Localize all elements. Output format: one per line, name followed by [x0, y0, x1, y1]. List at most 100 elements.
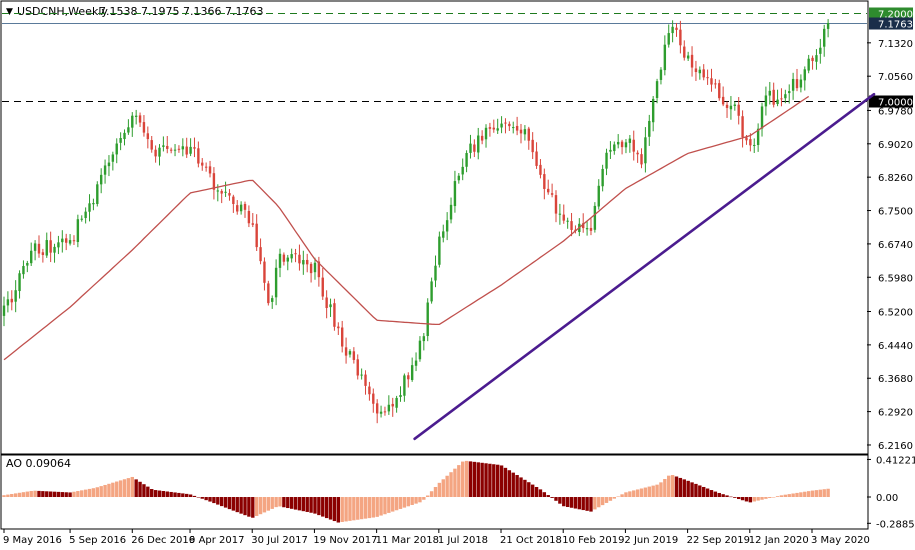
candle-body-161 — [628, 138, 632, 143]
candle-body-183 — [714, 83, 717, 85]
candle-body-104 — [407, 375, 410, 380]
ao-bar-207 — [806, 491, 811, 498]
ao-bar-63 — [247, 497, 251, 517]
time-tick-label-11: 22 Sep 2019 — [687, 535, 750, 546]
ao-bar-2 — [10, 493, 14, 498]
ao-bar-147 — [573, 497, 578, 509]
candle-body-207 — [807, 58, 810, 71]
candle-body-59 — [232, 196, 235, 204]
ao-bar-172 — [670, 475, 675, 498]
candle-body-167 — [651, 98, 655, 123]
menu-arrow-icon[interactable]: ▼ — [6, 7, 13, 17]
level-tag-label-1: 7.1763 — [878, 20, 913, 31]
candle-body-12 — [49, 240, 52, 253]
ao-bar-53 — [208, 497, 212, 502]
candle-body-128 — [500, 123, 503, 128]
candle-body-14 — [57, 242, 60, 248]
candle-body-76 — [298, 254, 301, 264]
ao-bar-39 — [153, 490, 158, 498]
ao-bar-132 — [515, 475, 519, 498]
candle-body-101 — [395, 397, 398, 408]
ao-bar-31 — [122, 479, 127, 498]
ao-bar-202 — [787, 494, 791, 498]
ao-bar-17 — [68, 492, 72, 498]
ao-bar-45 — [177, 492, 181, 498]
candle-body-95 — [372, 393, 375, 404]
ao-bar-203 — [791, 493, 795, 498]
ao-bar-114 — [445, 475, 449, 498]
ao-bar-86 — [336, 497, 341, 523]
ao-bar-37 — [146, 486, 150, 498]
ao-bar-189 — [736, 497, 741, 500]
candle-body-98 — [383, 411, 387, 413]
candle-body-30 — [119, 137, 122, 143]
level-tag-0 — [869, 7, 913, 20]
candle-body-81 — [317, 261, 321, 278]
ao-bar-57 — [223, 497, 228, 508]
candle-body-68 — [267, 283, 270, 304]
ao-bar-64 — [251, 497, 255, 518]
candle-body-193 — [753, 144, 756, 146]
ao-bar-153 — [597, 497, 601, 508]
price-tick-label-11: 6.2920 — [878, 408, 913, 419]
candle-body-211 — [823, 28, 826, 47]
candle-body-41 — [162, 145, 165, 147]
candle-body-135 — [527, 128, 530, 141]
candle-body-83 — [325, 297, 328, 309]
candle-body-144 — [562, 214, 565, 221]
ao-bar-120 — [468, 461, 473, 498]
candle-body-10 — [41, 252, 45, 256]
ao-bar-208 — [810, 490, 815, 498]
candle-body-91 — [356, 359, 359, 376]
time-tick-label-13: 3 May 2020 — [811, 535, 870, 546]
ao-bar-176 — [686, 480, 690, 498]
candle-body-72 — [282, 254, 286, 262]
ao-bar-138 — [538, 489, 543, 498]
candle-body-75 — [294, 253, 297, 255]
candle-body-106 — [414, 360, 418, 366]
ao-bar-33 — [130, 476, 134, 498]
ao-bar-103 — [402, 497, 407, 508]
candle-body-57 — [224, 191, 227, 193]
level-tag-2 — [869, 95, 913, 108]
candle-body-92 — [360, 374, 363, 376]
candle-body-119 — [465, 153, 468, 167]
ao-bar-21 — [83, 489, 88, 498]
ao-bar-81 — [317, 497, 321, 516]
candle-body-201 — [784, 94, 787, 99]
ao-bar-88 — [344, 497, 348, 522]
candle-body-156 — [609, 149, 612, 152]
ao-bar-25 — [99, 486, 103, 498]
candle-body-202 — [788, 91, 791, 94]
candle-body-187 — [729, 105, 733, 110]
candle-body-9 — [37, 243, 41, 254]
ao-bar-158 — [616, 496, 620, 498]
candle-body-17 — [68, 240, 72, 244]
ao-bar-137 — [534, 486, 539, 498]
candle-body-73 — [286, 257, 289, 262]
candle-body-168 — [655, 81, 659, 98]
ao-bar-119 — [464, 460, 469, 498]
ao-histogram — [2, 460, 830, 523]
ao-bar-4 — [17, 492, 22, 498]
price-axis: 7.1320 7.0560 6.9780 6.9020 6.8260 6.7500 6.67… — [867, 39, 913, 452]
ao-title: AO 0.09064 — [6, 457, 71, 470]
ao-bar-108 — [422, 497, 426, 500]
ao-bar-44 — [173, 492, 177, 498]
price-tick-label-6: 6.6740 — [878, 240, 913, 251]
candle-body-199 — [776, 99, 779, 105]
candle-body-142 — [554, 195, 558, 214]
candle-body-5 — [22, 266, 25, 275]
ao-bar-23 — [91, 488, 96, 498]
ao-bar-204 — [795, 492, 799, 498]
ao-bar-104 — [406, 497, 410, 507]
candle-body-155 — [605, 152, 608, 169]
ao-bar-38 — [150, 489, 154, 498]
time-tick-label-9: 10 Feb 2019 — [562, 535, 624, 546]
ao-bar-73 — [286, 497, 290, 509]
ao-bar-30 — [118, 480, 123, 498]
trendline-layer — [413, 92, 876, 441]
candle-body-107 — [418, 340, 422, 360]
